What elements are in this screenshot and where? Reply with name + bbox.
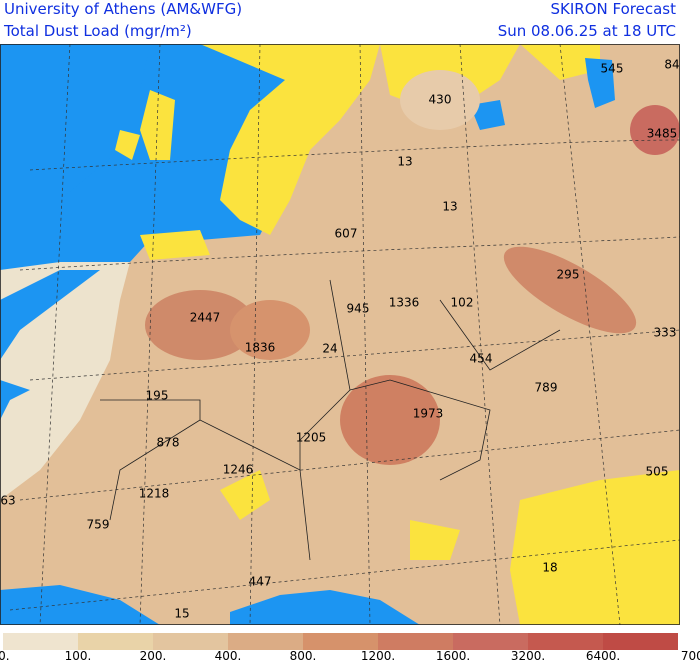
color-bar: 10. 100. 200. 400. 800. 1200. 1600. 3200. 6400. 7…: [0, 633, 700, 662]
map-label: 454: [470, 352, 493, 366]
south-low: [220, 470, 680, 625]
map-label: 447: [249, 575, 272, 589]
map-label: 545: [601, 62, 624, 76]
map-label: 333: [654, 326, 677, 340]
dust-ocean: [0, 262, 130, 500]
map-label: 3485: [647, 127, 678, 141]
color-bar-label: 200.: [140, 649, 167, 662]
color-bar-swatch: [153, 633, 228, 650]
map-label: 759: [87, 518, 110, 532]
map-label: 1836: [245, 341, 276, 355]
map-frame: [0, 44, 680, 625]
black-sea: [470, 100, 505, 130]
map-label: 1973: [413, 407, 444, 421]
map-label: 505: [646, 465, 669, 479]
map-label: 84: [664, 58, 679, 72]
country-borders: [100, 279, 561, 561]
map-label: 63: [0, 494, 15, 508]
map-label: 13: [397, 155, 412, 169]
color-bar-label: 1600.: [436, 649, 470, 662]
map-label: 789: [535, 381, 558, 395]
graticule: [9, 139, 680, 611]
caspian: [585, 58, 615, 108]
institution: University of Athens (AM&WFG): [4, 0, 242, 18]
color-bar-label: 100.: [65, 649, 92, 662]
europe-low: [140, 44, 380, 260]
product: Total Dust Load (mgr/m²): [3, 22, 192, 40]
map-label: 1218: [139, 487, 170, 501]
color-bar-label: 400.: [215, 649, 242, 662]
color-bar-label: 800.: [290, 649, 317, 662]
graticule: [39, 44, 621, 625]
map-label: 878: [157, 436, 180, 450]
color-bar-label: 6400.: [586, 649, 620, 662]
color-bar-label: 1200.: [361, 649, 395, 662]
valid-time: Sun 08.06.25 at 18 UTC: [498, 22, 676, 40]
dust-core: [503, 246, 637, 334]
color-bar-label: 7000.: [681, 649, 700, 662]
color-bar-swatch: [528, 633, 603, 650]
gulf-of-guinea: [0, 585, 420, 625]
map-label: 102: [451, 296, 474, 310]
color-bar-swatch: [3, 633, 78, 650]
color-bar-swatch: [228, 633, 303, 650]
map-label: 1246: [223, 463, 254, 477]
map-label: 945: [347, 302, 370, 316]
map-label: 2447: [190, 311, 221, 325]
map: 545 84 430 3485 13 13 607 295 2447 945 1…: [0, 44, 680, 625]
map-label: 430: [429, 93, 452, 107]
map-label: 24: [322, 342, 337, 356]
atlantic-south: [0, 270, 100, 420]
color-bar-label: 10.: [0, 649, 10, 662]
color-bar-swatch: [603, 633, 678, 650]
map-label: 295: [557, 268, 580, 282]
dust-mid: [400, 70, 480, 130]
dust-core: [630, 105, 680, 155]
dust-core: [230, 300, 310, 360]
color-bar-label: 3200.: [511, 649, 545, 662]
map-label: 607: [335, 227, 358, 241]
map-label: 13: [442, 200, 457, 214]
map-label: 1336: [389, 296, 420, 310]
dust-core: [145, 290, 255, 360]
dust-core: [340, 375, 440, 465]
color-bar-swatch: [78, 633, 153, 650]
color-bar-swatch: [303, 633, 378, 650]
map-label: 18: [542, 561, 557, 575]
map-label: 1205: [296, 431, 327, 445]
map-label: 195: [146, 389, 169, 403]
map-label: 15: [174, 607, 189, 621]
map-labels: 545 84 430 3485 13 13 607 295 2447 945 1…: [0, 58, 679, 621]
british-isles: [115, 90, 175, 160]
color-bar-swatch: [453, 633, 528, 650]
color-bar-swatch: [378, 633, 453, 650]
north-atlantic: [0, 44, 150, 200]
model: SKIRON Forecast: [551, 0, 677, 18]
